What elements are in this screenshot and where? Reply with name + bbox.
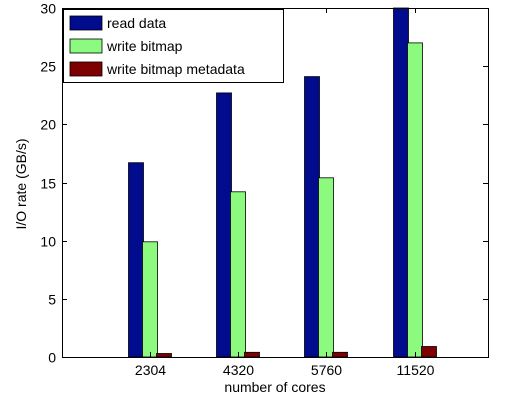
bar-write-bitmap-5760	[318, 177, 334, 358]
bar-write-bitmap-4320	[230, 191, 246, 358]
bar-write-bitmap-2304	[142, 241, 158, 358]
legend-label-write-bitmap-metadata: write bitmap metadata	[106, 61, 245, 77]
bar-write-bitmap-metadata-4320	[244, 351, 260, 358]
bar-write-bitmap-metadata-5760	[332, 351, 348, 358]
y-tick-label: 25	[40, 59, 56, 75]
bar-read-data-5760	[304, 76, 320, 358]
axis-ticks: 0 5 10 15 20 25 30 2304 4320 5760 11520	[40, 1, 488, 378]
bars-layer	[128, 7, 437, 358]
bar-write-bitmap-11520	[407, 42, 423, 358]
bar-write-bitmap-metadata-2304	[156, 353, 172, 358]
y-tick-label: 10	[40, 234, 56, 250]
bar-read-data-4320	[216, 92, 232, 358]
y-tick-label: 20	[40, 117, 56, 133]
x-tick-label: 4320	[223, 362, 254, 378]
legend: read data write bitmap write bitmap metada…	[63, 9, 284, 83]
bar-write-bitmap-metadata-11520	[421, 346, 437, 358]
y-tick-label: 15	[40, 176, 56, 192]
bar-read-data-11520	[393, 7, 409, 358]
y-tick-label: 30	[40, 1, 56, 17]
x-tick-label: 11520	[397, 362, 435, 378]
x-tick-label: 5760	[311, 362, 342, 378]
y-tick-label: 5	[48, 292, 56, 308]
legend-label-write-bitmap: write bitmap	[106, 38, 183, 54]
y-axis-label: I/O rate (GB/s)	[13, 138, 29, 229]
x-tick-label: 2304	[135, 362, 166, 378]
legend-swatch-write-bitmap	[69, 38, 103, 54]
legend-swatch-read-data	[69, 15, 103, 31]
x-axis-label: number of cores	[224, 379, 325, 395]
bar-read-data-2304	[128, 162, 144, 358]
legend-swatch-write-bitmap-metadata	[69, 61, 103, 77]
legend-label-read-data: read data	[107, 15, 166, 31]
y-tick-label: 0	[48, 350, 56, 366]
